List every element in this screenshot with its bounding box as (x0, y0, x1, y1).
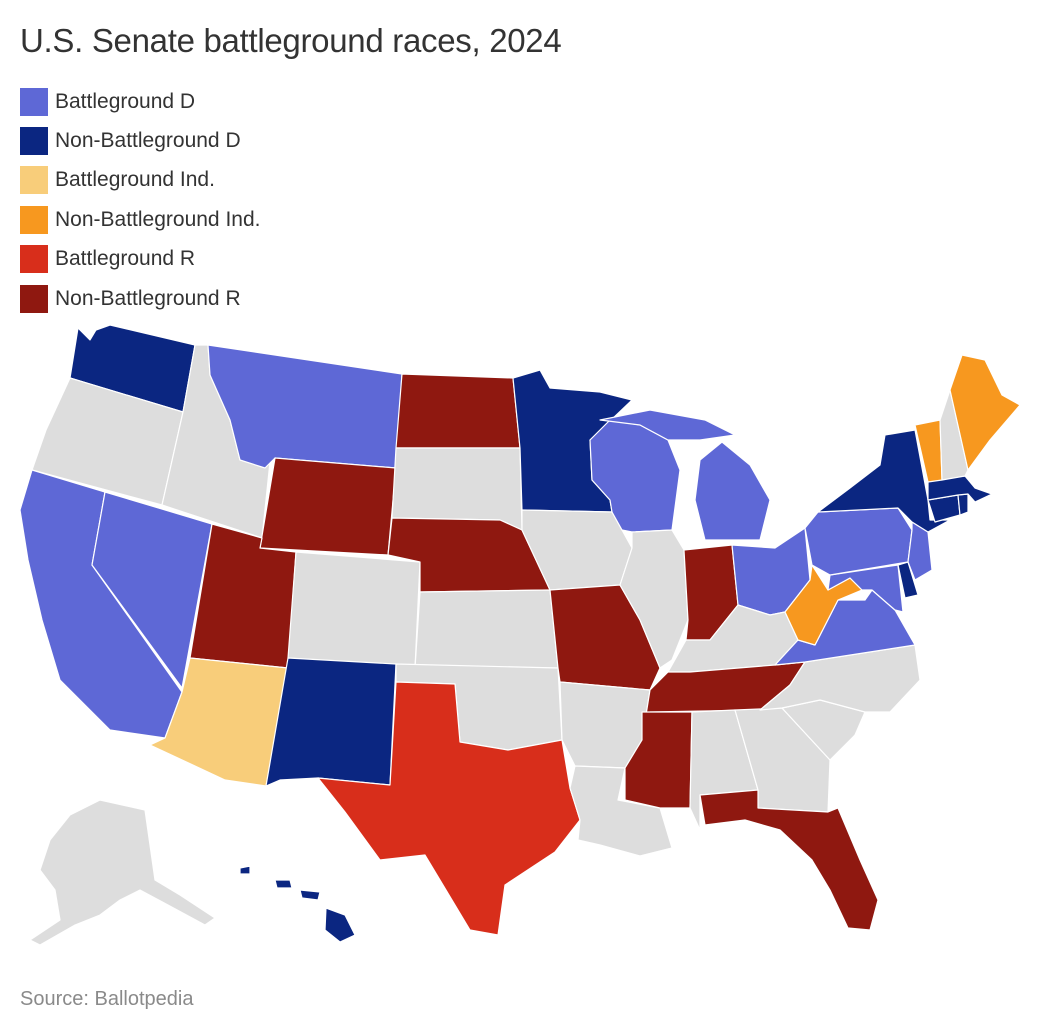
state-me[interactable] (949, 354, 1021, 471)
state-ri[interactable] (957, 493, 969, 516)
state-nm[interactable] (265, 657, 397, 787)
state-nh[interactable] (939, 389, 969, 481)
state-ny[interactable] (817, 429, 951, 533)
state-nc[interactable] (759, 644, 921, 713)
state-ma[interactable] (927, 475, 993, 503)
legend-label: Non-Battleground Ind. (55, 207, 261, 231)
state-mi[interactable] (599, 409, 771, 541)
state-or[interactable] (31, 377, 184, 506)
legend-swatch (20, 284, 48, 313)
state-la[interactable] (569, 765, 673, 857)
legend-label: Battleground Ind. (55, 168, 215, 192)
state-nd[interactable] (395, 373, 521, 449)
state-wy[interactable] (259, 457, 397, 556)
legend-swatch (20, 127, 48, 156)
state-hi[interactable] (239, 865, 356, 943)
state-ks[interactable] (414, 589, 559, 669)
legend-label: Battleground R (55, 247, 196, 271)
legend-label: Battleground D (55, 89, 196, 113)
state-ak[interactable] (29, 799, 216, 946)
state-il[interactable] (619, 529, 689, 669)
state-sd[interactable] (391, 447, 523, 531)
legend-swatch (20, 245, 48, 274)
legend-item: Battleground Ind. (20, 161, 260, 200)
state-az[interactable] (149, 657, 289, 787)
state-tx[interactable] (317, 681, 581, 936)
legend-item: Non-Battleground R (20, 279, 260, 318)
legend-label: Non-Battleground D (55, 129, 241, 153)
source-note: Source: Ballotpedia (20, 988, 194, 1010)
legend-swatch (20, 166, 48, 195)
legend-item: Non-Battleground D (20, 121, 260, 160)
map-title: U.S. Senate battleground races, 2024 (20, 22, 562, 59)
legend: Battleground D Non-Battleground D Battle… (20, 82, 260, 318)
state-co[interactable] (287, 551, 421, 669)
state-fl[interactable] (699, 789, 879, 931)
legend-swatch (20, 205, 48, 234)
state-nv[interactable] (91, 491, 213, 689)
state-mt[interactable] (207, 344, 403, 469)
legend-item: Battleground D (20, 82, 260, 121)
legend-item: Battleground R (20, 240, 260, 279)
legend-swatch (20, 87, 48, 116)
legend-label: Non-Battleground R (55, 286, 241, 310)
legend-item: Non-Battleground Ind. (20, 200, 260, 239)
